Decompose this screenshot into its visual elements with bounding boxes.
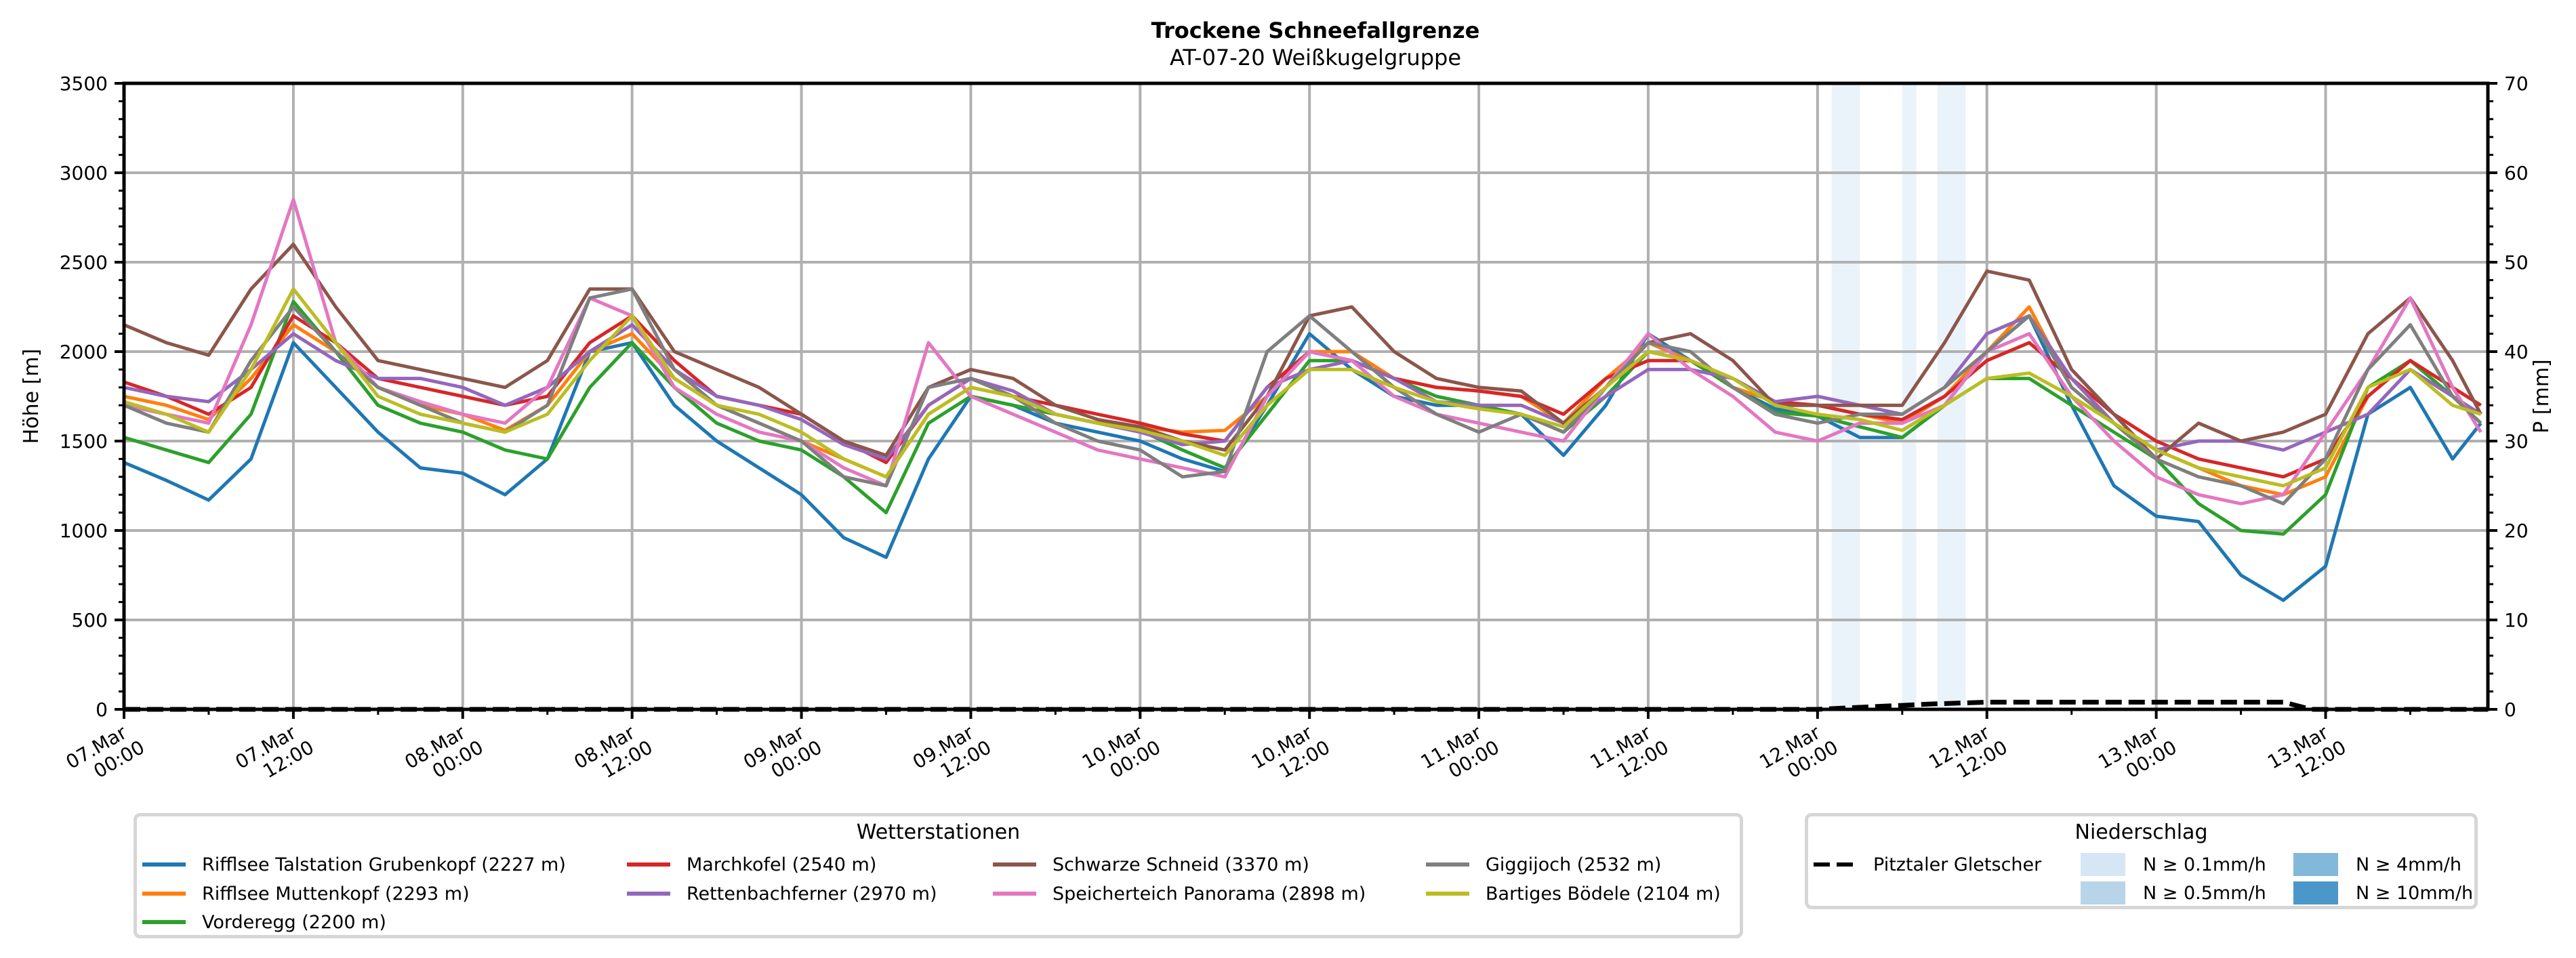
legend-item-series-6: Speicherteich Panorama (2898 m): [993, 880, 1366, 907]
legend-item-series-5: Schwarze Schneid (3370 m): [993, 851, 1309, 878]
legend-line-swatch: [142, 892, 186, 896]
legend-item-precip-class-1: N ≥ 0.5mm/h: [2081, 879, 2266, 907]
y-tick-label: 500: [72, 609, 108, 631]
legend-item-series-3: Marchkofel (2540 m): [627, 851, 876, 878]
legend-label: Pitztaler Gletscher: [1873, 854, 2042, 875]
y-tick-label: 2500: [60, 251, 108, 274]
y-axis-right-label: P [mm]: [2530, 359, 2554, 433]
legend-line-swatch: [142, 862, 186, 867]
legend-item-series-4: Rettenbachferner (2970 m): [627, 880, 937, 907]
series-line-8: [123, 287, 2482, 488]
legend-item-series-1: Rifflsee Muttenkopf (2293 m): [142, 880, 470, 907]
chart-subtitle: AT-07-20 Weißkugelgruppe: [1170, 45, 1461, 70]
series-line-0: [123, 314, 2482, 602]
y-tick-label: 3500: [60, 72, 108, 95]
legend-item-precip-class-2: N ≥ 4mm/h: [2293, 851, 2461, 878]
y-axis-label: Höhe [m]: [20, 349, 43, 444]
legend-line-swatch: [627, 892, 670, 896]
legend-label: Rettenbachferner (2970 m): [687, 883, 937, 904]
y-right-tick-label: 60: [2504, 162, 2529, 184]
y-right-tick-label: 20: [2504, 520, 2529, 542]
y-right-tick-label: 30: [2504, 430, 2529, 453]
chart-title: Trockene Schneefallgrenze: [1151, 18, 1480, 43]
legend-line-swatch: [1426, 892, 1469, 896]
y-tick-label: 1000: [60, 520, 108, 542]
series-line-2: [123, 299, 2482, 536]
series-lines: [123, 198, 2482, 602]
legend-item-series-0: Rifflsee Talstation Grubenkopf (2227 m): [142, 851, 566, 878]
legend-label: N ≥ 0.5mm/h: [2143, 882, 2266, 904]
legend-dash-swatch: [1814, 862, 1857, 867]
y-right-tick-label: 0: [2504, 699, 2516, 721]
legend-label: N ≥ 4mm/h: [2356, 854, 2461, 875]
y-tick-label: 2000: [60, 341, 108, 363]
stations-legend-title: Wetterstationen: [856, 820, 1021, 844]
legend-label: N ≥ 0.1mm/h: [2143, 854, 2266, 875]
series-line-6: [123, 198, 2482, 505]
legend-label: Schwarze Schneid (3370 m): [1052, 854, 1309, 875]
chart: Trockene Schneefallgrenze AT-07-20 Weißk…: [20, 18, 2554, 783]
axes: 0 500 1000 1500 2000 2500 3000 3500 0 10 20 30 40 50 6…: [60, 72, 2529, 783]
series-line-7: [123, 287, 2482, 505]
precip-legend: Niederschlag Pitztaler Gletscher N ≥ 0.1…: [1805, 813, 2478, 909]
legend-patch-swatch: [2081, 881, 2125, 904]
legend-label: Vorderegg (2200 m): [202, 911, 386, 933]
legend-label: Giggijoch (2532 m): [1486, 854, 1662, 875]
y-right-tick-label: 10: [2504, 609, 2529, 631]
legend-patch-swatch: [2081, 853, 2125, 876]
y-right-tick-label: 70: [2504, 72, 2529, 95]
legend-line-swatch: [993, 892, 1036, 896]
stations-legend: Wetterstationen Rifflsee Talstation Grub…: [134, 813, 1743, 938]
legend-patch-swatch: [2293, 853, 2338, 876]
legend-label: N ≥ 10mm/h: [2356, 882, 2474, 904]
legend-label: Rifflsee Talstation Grubenkopf (2227 m): [202, 854, 566, 875]
legend-line-swatch: [1426, 862, 1469, 867]
legend-item-series-7: Giggijoch (2532 m): [1426, 851, 1661, 878]
legend-item-series-8: Bartiges Bödele (2104 m): [1426, 880, 1721, 907]
legend-item-precip-class-0: N ≥ 0.1mm/h: [2081, 851, 2266, 878]
legend-label: Rifflsee Muttenkopf (2293 m): [202, 883, 470, 904]
legend-line-swatch: [142, 920, 186, 924]
y-tick-label: 3000: [60, 162, 108, 184]
grid: [124, 83, 2488, 709]
legend-label: Speicherteich Panorama (2898 m): [1052, 883, 1366, 904]
legend-item-series-2: Vorderegg (2200 m): [142, 909, 386, 936]
legend-label: Marchkofel (2540 m): [687, 854, 877, 875]
legend-line-swatch: [627, 862, 670, 867]
y-tick-label: 0: [96, 699, 108, 721]
axes-frame: [122, 81, 2490, 711]
legend-patch-swatch: [2293, 881, 2338, 904]
legend-label: Bartiges Bödele (2104 m): [1486, 883, 1721, 904]
legend-line-swatch: [993, 862, 1036, 867]
precip-legend-title: Niederschlag: [2074, 820, 2208, 844]
y-right-tick-label: 40: [2504, 341, 2529, 363]
legend-item-pitztaler: Pitztaler Gletscher: [1814, 851, 2041, 878]
precip-span: [1831, 83, 1860, 709]
y-tick-label: 1500: [60, 430, 108, 453]
legend-item-precip-class-3: N ≥ 10mm/h: [2293, 879, 2473, 907]
y-right-tick-label: 50: [2504, 251, 2529, 274]
